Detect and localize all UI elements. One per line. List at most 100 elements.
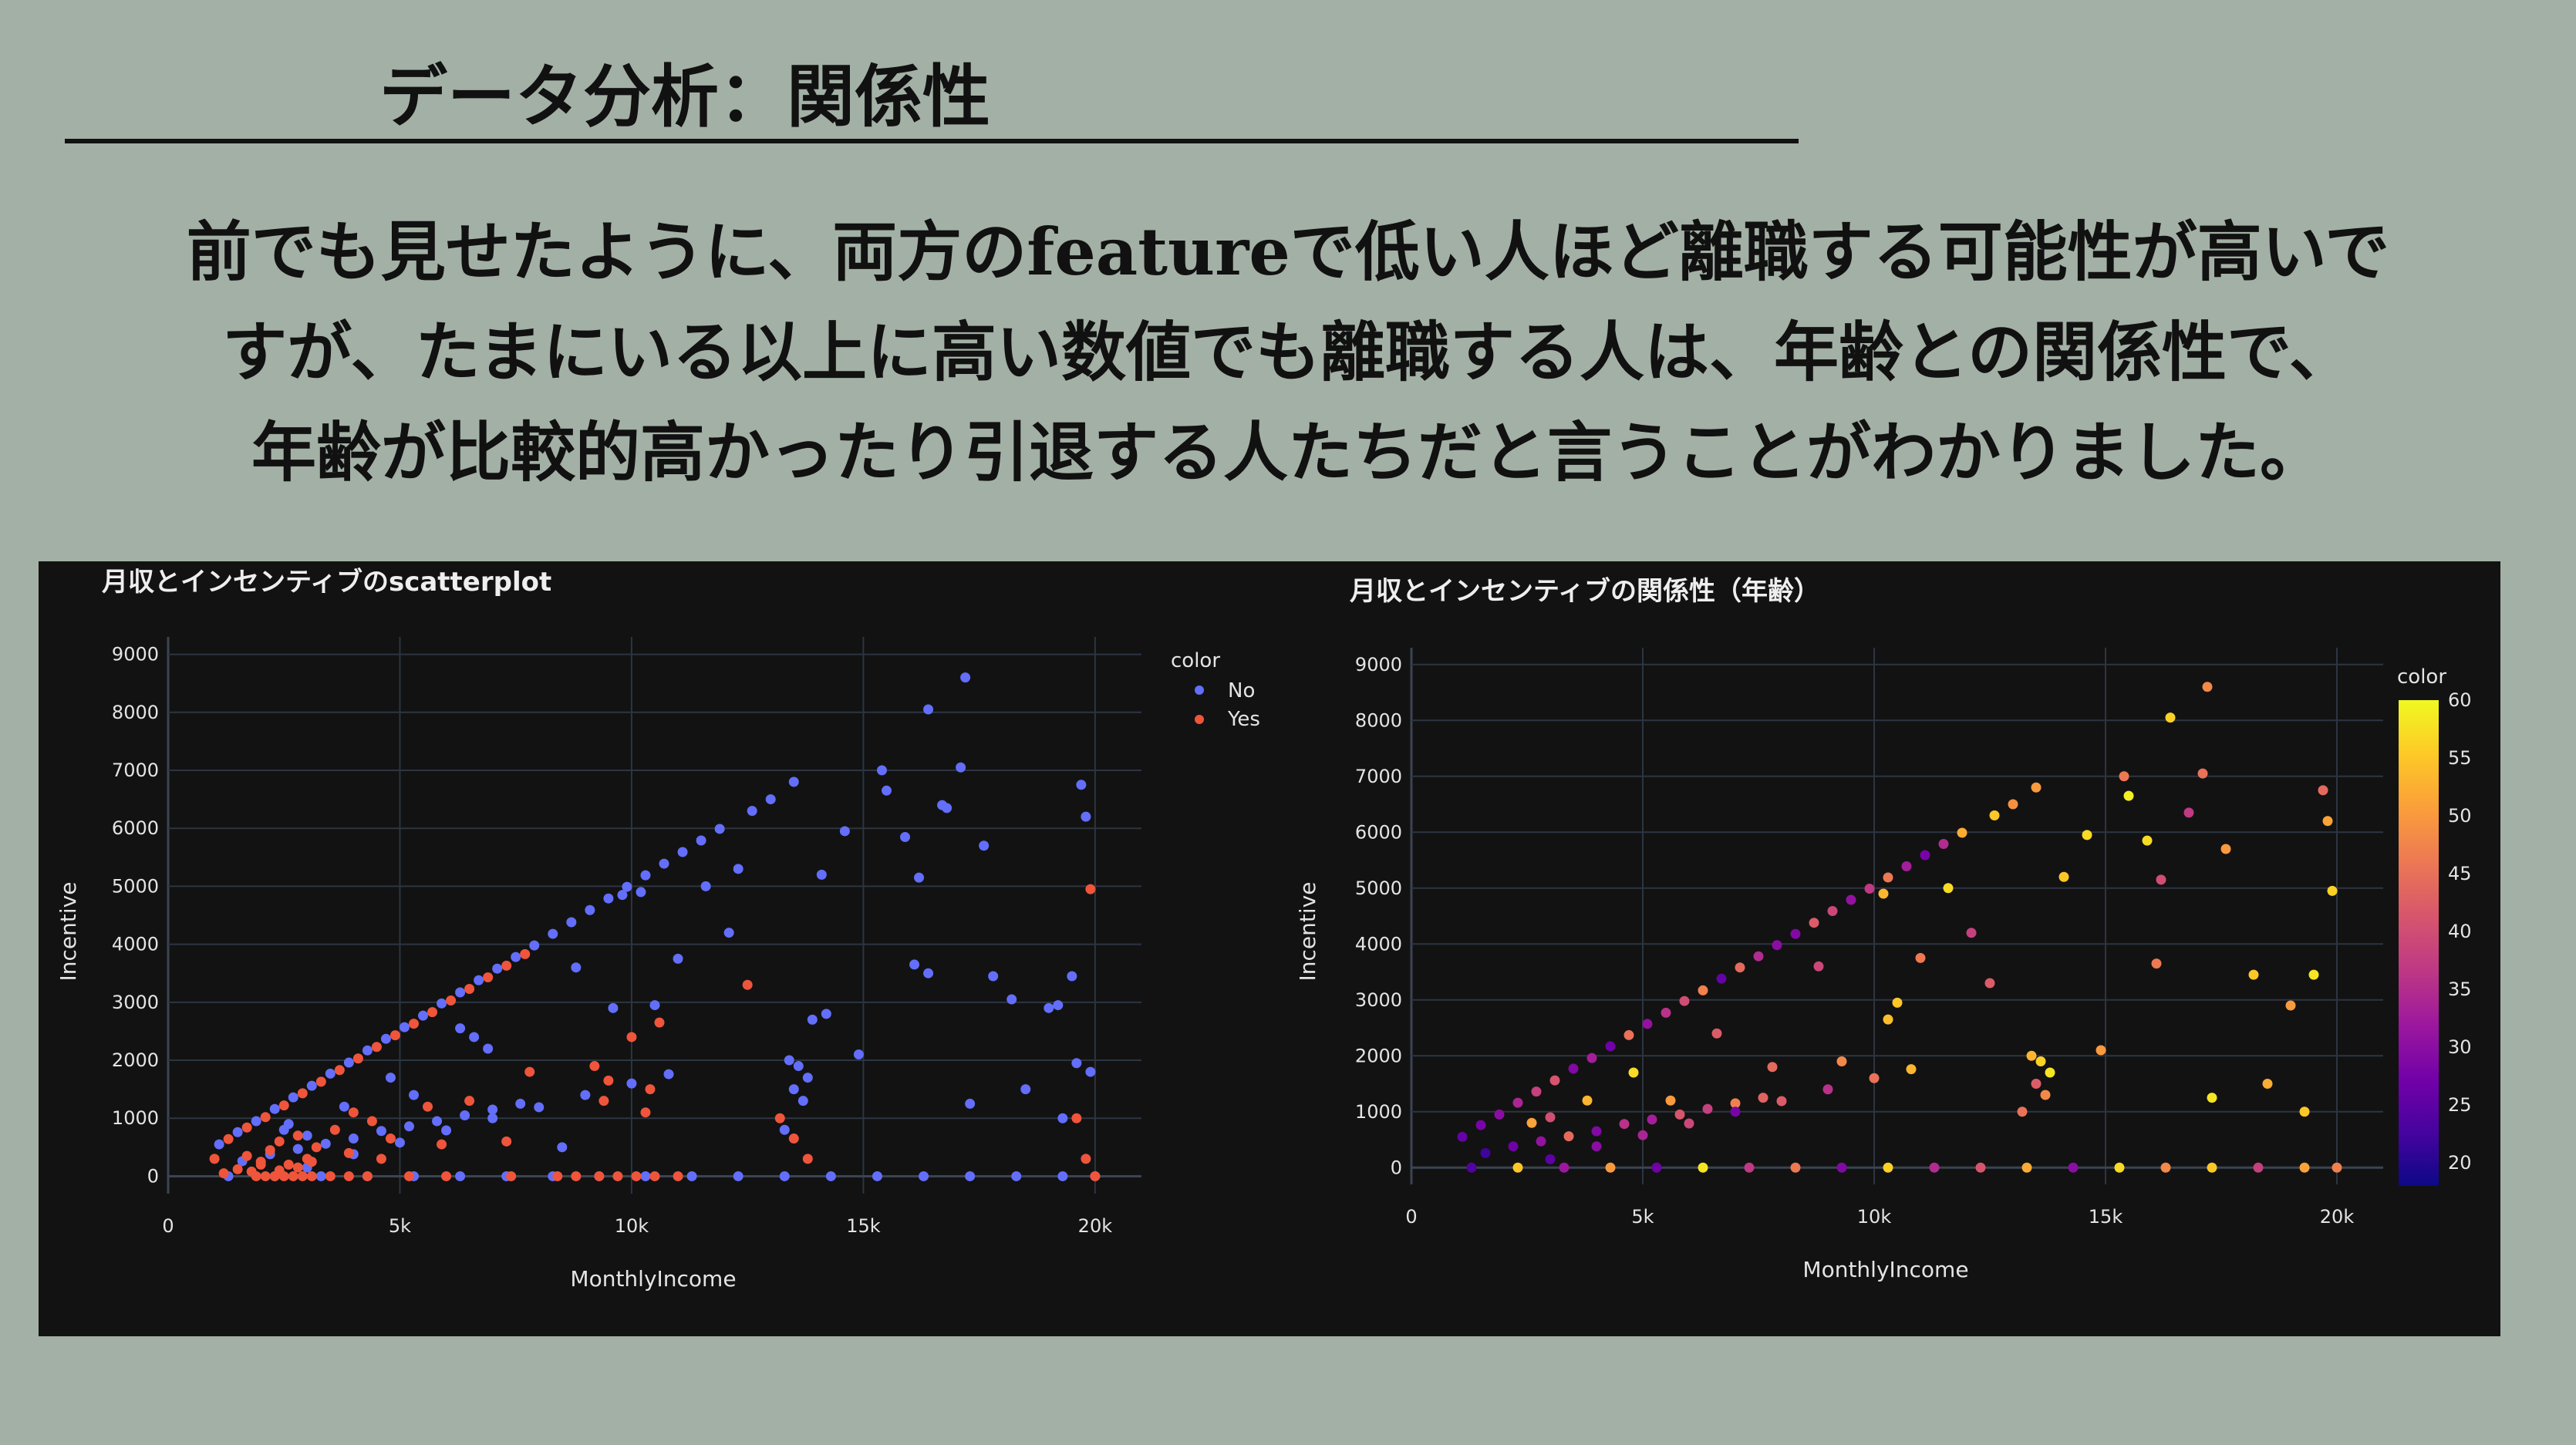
point-no [636, 887, 646, 898]
point-age [1753, 951, 1764, 962]
point-age [1679, 995, 1690, 1006]
point-yes [348, 1107, 359, 1118]
colorbar-tick: 50 [2448, 805, 2472, 827]
chart2-xtick: 0 [1405, 1206, 1417, 1228]
point-yes [506, 1170, 517, 1181]
point-no [617, 890, 628, 901]
point-age [1920, 850, 1930, 861]
chart2-xtick: 10k [1857, 1206, 1892, 1228]
point-no [1081, 811, 1091, 822]
point-no [626, 1078, 637, 1089]
point-yes [232, 1164, 243, 1174]
point-no [1011, 1170, 1022, 1181]
point-age [2332, 1162, 2342, 1173]
point-age [1665, 1095, 1676, 1106]
point-no [515, 1098, 526, 1109]
point-no [816, 869, 827, 880]
point-age [2058, 871, 2069, 882]
point-yes [218, 1168, 229, 1179]
point-no [784, 1055, 794, 1066]
point-no [686, 1170, 697, 1181]
point-yes [788, 1133, 799, 1144]
point-no [566, 917, 577, 928]
point-age [1512, 1097, 1523, 1108]
point-no [1071, 1058, 1082, 1069]
point-no [1053, 1000, 1064, 1011]
point-age [2008, 799, 2018, 810]
point-no [797, 1096, 808, 1106]
point-no [492, 963, 503, 974]
point-no [339, 1101, 349, 1112]
point-age [1957, 827, 1967, 838]
point-yes [283, 1159, 294, 1170]
point-no [1067, 971, 1077, 982]
point-no [765, 794, 776, 805]
point-age [1776, 1096, 1787, 1106]
point-age [1637, 1130, 1648, 1140]
point-no [1076, 780, 1087, 790]
point-yes [274, 1136, 285, 1147]
point-yes [654, 1017, 665, 1028]
point-no [394, 1137, 405, 1148]
point-no [320, 1138, 331, 1149]
point-age [1674, 1109, 1685, 1120]
point-age [2248, 969, 2259, 980]
point-no [469, 1032, 480, 1042]
point-no [1006, 994, 1017, 1005]
point-yes [483, 972, 494, 982]
point-age [2156, 874, 2166, 885]
chart2-ylabel: Incentive [1295, 882, 1320, 982]
point-yes [352, 1053, 363, 1064]
chart2-ytick: 3000 [1355, 989, 1402, 1011]
point-age [2068, 1162, 2079, 1173]
point-no [649, 1000, 660, 1011]
point-age [2202, 682, 2213, 692]
point-no [232, 1127, 243, 1137]
point-no [714, 824, 725, 834]
point-no [988, 971, 999, 982]
point-no [511, 952, 521, 962]
point-age [1661, 1007, 1671, 1018]
point-age [2285, 1000, 2296, 1011]
chart2-xtick: 15k [2089, 1206, 2123, 1228]
point-no [455, 1023, 466, 1034]
chart1-xtick: 5k [389, 1215, 411, 1237]
point-age [1568, 1063, 1579, 1074]
colorbar-title: color [2397, 665, 2446, 689]
point-no [779, 1170, 790, 1181]
point-age [2308, 969, 2319, 980]
point-age [2262, 1079, 2273, 1089]
point-age [1989, 810, 2000, 820]
colorbar-tick: 55 [2448, 747, 2472, 769]
point-yes [376, 1154, 386, 1164]
point-yes [1090, 1170, 1101, 1181]
point-age [1545, 1154, 1556, 1164]
point-no [283, 1119, 294, 1130]
point-age [1549, 1075, 1560, 1086]
point-age [2021, 1162, 2032, 1173]
point-age [2299, 1162, 2310, 1173]
point-age [2114, 1162, 2125, 1173]
point-age [1883, 872, 1893, 883]
point-yes [409, 1019, 420, 1029]
point-no [825, 1170, 836, 1181]
point-yes [366, 1116, 377, 1127]
chart2-ytick: 9000 [1355, 654, 1402, 675]
point-age [1744, 1162, 1755, 1173]
point-age [1883, 1014, 1893, 1025]
point-yes [297, 1170, 308, 1181]
chart1-ylabel: Incentive [56, 882, 81, 982]
chart2-ytick: 6000 [1355, 821, 1402, 843]
point-age [1901, 861, 1912, 871]
point-no [622, 881, 632, 892]
point-yes [552, 1170, 563, 1181]
point-age [2327, 885, 2338, 896]
point-no [965, 1170, 976, 1181]
point-age [2207, 1093, 2217, 1103]
point-yes [1085, 884, 1096, 894]
chart2-ytick: 8000 [1355, 709, 1402, 731]
legend-label-yes: Yes [1227, 708, 1260, 731]
point-age [2031, 782, 2042, 793]
point-yes [255, 1159, 266, 1170]
point-no [802, 1073, 813, 1083]
